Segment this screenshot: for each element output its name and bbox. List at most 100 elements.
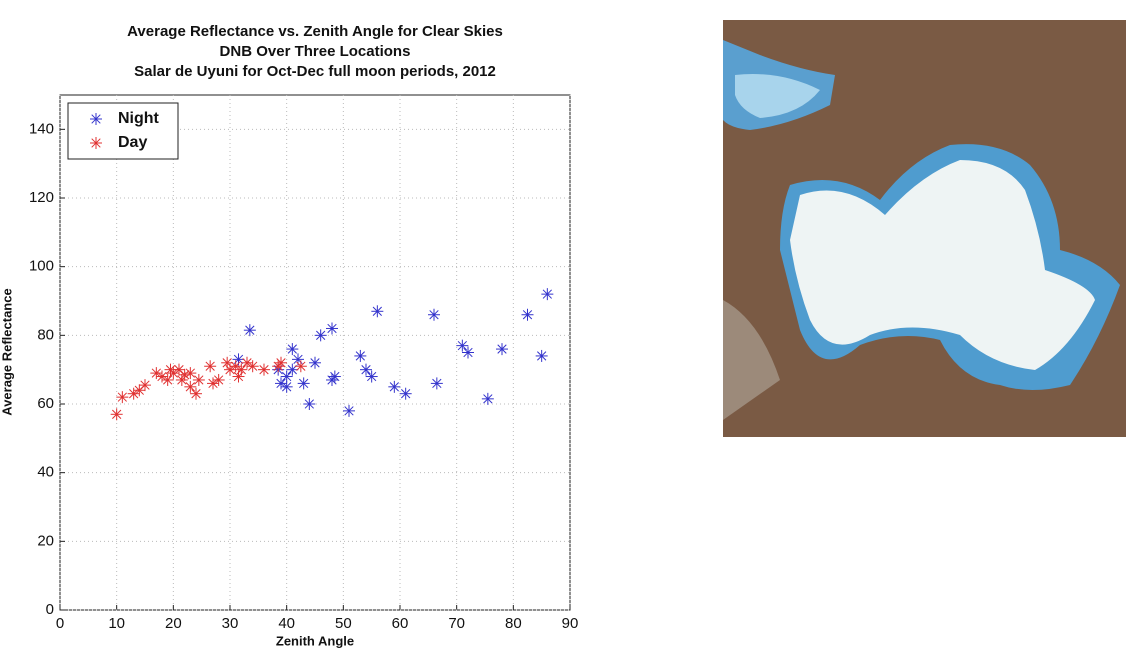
marker bbox=[430, 377, 443, 390]
marker bbox=[365, 370, 378, 383]
y-tick-label: 80 bbox=[37, 326, 54, 343]
marker bbox=[388, 380, 401, 393]
marker-stroke bbox=[372, 306, 382, 316]
marker-stroke bbox=[293, 354, 303, 365]
marker-stroke bbox=[245, 325, 255, 335]
marker-stroke bbox=[355, 351, 365, 361]
marker-stroke bbox=[296, 361, 306, 371]
marker-stroke bbox=[429, 310, 439, 320]
y-tick-label: 60 bbox=[37, 395, 54, 412]
marker-stroke bbox=[276, 358, 286, 368]
marker bbox=[167, 367, 180, 380]
marker bbox=[326, 322, 338, 335]
marker-stroke bbox=[483, 394, 493, 404]
marker-stroke bbox=[401, 389, 411, 399]
x-tick-label: 40 bbox=[278, 615, 295, 632]
marker bbox=[286, 363, 299, 376]
marker-stroke bbox=[367, 371, 377, 382]
marker-stroke bbox=[310, 358, 320, 368]
marker-stroke bbox=[522, 310, 533, 320]
marker-stroke bbox=[222, 358, 232, 368]
marker-stroke bbox=[282, 371, 292, 382]
marker bbox=[496, 343, 508, 356]
legend bbox=[67, 102, 179, 160]
marker-stroke bbox=[330, 371, 340, 382]
chart-title: Average Reflectance vs. Zenith Angle for… bbox=[127, 23, 503, 40]
marker-stroke bbox=[327, 323, 337, 334]
marker bbox=[178, 368, 191, 381]
marker bbox=[224, 363, 236, 376]
marker bbox=[428, 308, 440, 321]
marker bbox=[110, 408, 123, 421]
marker-stroke bbox=[168, 368, 178, 378]
marker bbox=[192, 373, 205, 386]
marker-stroke bbox=[112, 409, 122, 419]
marker bbox=[258, 363, 270, 376]
marker bbox=[275, 377, 287, 390]
marker bbox=[150, 367, 163, 380]
marker bbox=[275, 356, 287, 369]
marker bbox=[241, 356, 253, 369]
marker-stroke bbox=[287, 344, 297, 354]
marker bbox=[127, 387, 140, 400]
marker-stroke bbox=[304, 399, 314, 409]
marker-stroke bbox=[242, 358, 252, 368]
marker bbox=[221, 356, 234, 369]
marker-stroke bbox=[361, 365, 371, 375]
marker bbox=[481, 392, 494, 405]
marker-stroke bbox=[542, 289, 552, 299]
marker-stroke bbox=[344, 406, 354, 416]
marker-stroke bbox=[282, 382, 292, 392]
marker bbox=[360, 363, 372, 376]
marker-stroke bbox=[140, 380, 150, 390]
marker bbox=[354, 349, 367, 362]
legend-label: Day bbox=[118, 134, 147, 151]
marker bbox=[207, 377, 219, 390]
x-axis-label: Zenith Angle bbox=[276, 633, 354, 648]
y-tick-label: 100 bbox=[29, 258, 54, 275]
marker-stroke bbox=[225, 365, 235, 375]
marker-stroke bbox=[537, 351, 547, 361]
satellite-image bbox=[723, 20, 1126, 437]
marker bbox=[294, 360, 307, 373]
y-axis-label: Average Reflectance bbox=[0, 288, 14, 415]
marker-stroke bbox=[208, 378, 218, 389]
x-tick-label: 90 bbox=[562, 615, 579, 632]
marker-stroke bbox=[259, 365, 269, 375]
marker-stroke bbox=[129, 389, 139, 399]
marker bbox=[184, 367, 197, 380]
y-tick-label: 120 bbox=[29, 189, 54, 206]
marker bbox=[521, 308, 534, 321]
legend-label: Night bbox=[118, 110, 160, 127]
y-tick-label: 140 bbox=[29, 120, 54, 137]
x-tick-label: 20 bbox=[165, 615, 182, 632]
y-tick-label: 0 bbox=[46, 601, 54, 618]
marker-stroke bbox=[432, 378, 442, 389]
marker-stroke bbox=[180, 370, 190, 380]
marker bbox=[328, 370, 341, 383]
marker-stroke bbox=[194, 375, 204, 385]
marker bbox=[90, 137, 102, 149]
marker bbox=[190, 387, 202, 400]
marker-stroke bbox=[316, 330, 326, 340]
x-tick-label: 80 bbox=[505, 615, 522, 632]
marker bbox=[212, 373, 225, 386]
marker bbox=[184, 380, 197, 393]
marker bbox=[343, 404, 355, 417]
marker bbox=[229, 360, 242, 373]
marker-stroke bbox=[91, 114, 101, 124]
chart-title: Salar de Uyuni for Oct-Dec full moon per… bbox=[134, 63, 496, 80]
plot-area bbox=[59, 94, 571, 611]
marker bbox=[156, 370, 168, 383]
marker-stroke bbox=[497, 344, 507, 354]
x-tick-label: 10 bbox=[108, 615, 125, 632]
x-tick-label: 70 bbox=[448, 615, 465, 632]
marker bbox=[309, 356, 321, 369]
y-tick-label: 20 bbox=[37, 532, 54, 549]
x-tick-label: 0 bbox=[56, 615, 64, 632]
marker-stroke bbox=[248, 361, 258, 371]
marker-stroke bbox=[117, 392, 127, 402]
marker bbox=[243, 324, 256, 337]
marker bbox=[139, 379, 151, 392]
marker bbox=[116, 391, 129, 404]
